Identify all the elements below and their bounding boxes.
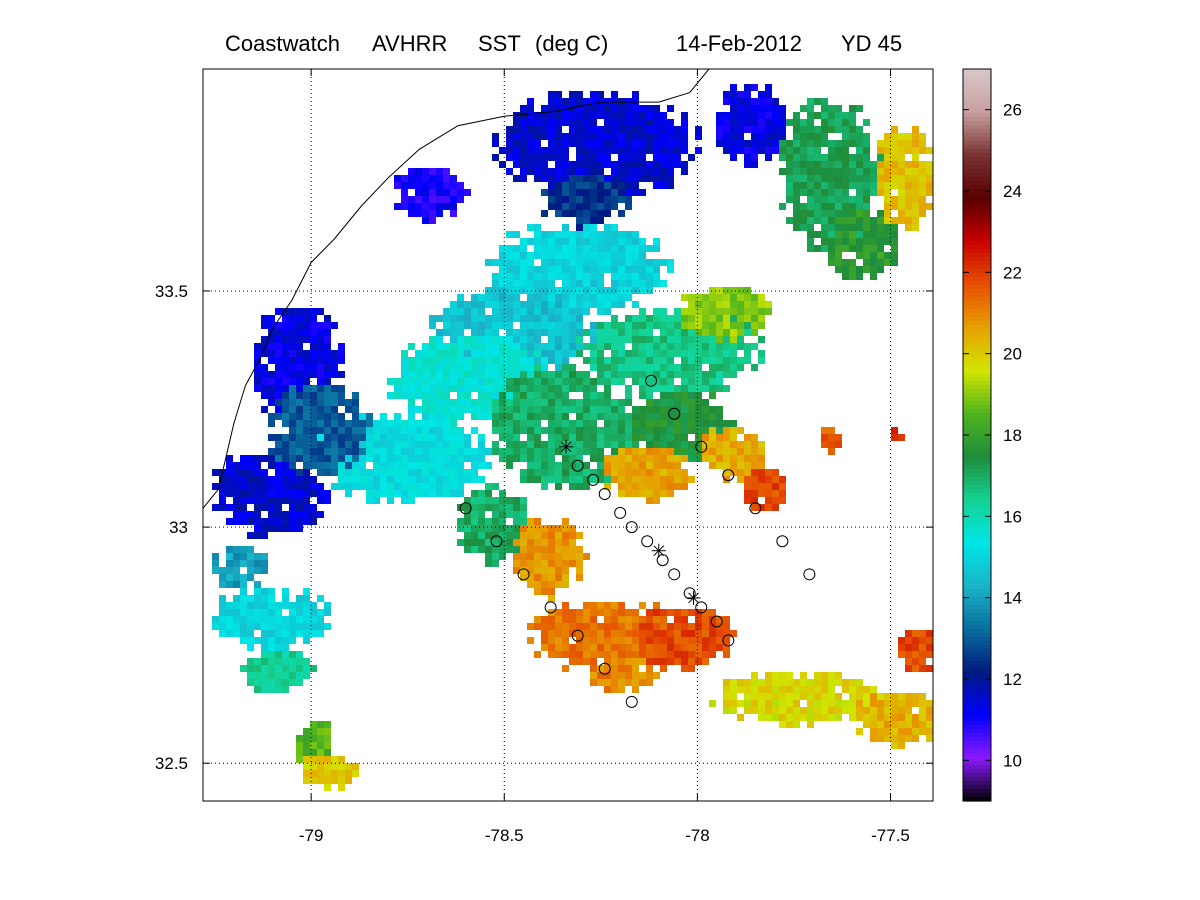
sst-patch [898,630,933,672]
sst-patch [394,168,471,224]
station-circle [683,587,696,600]
map-frame [202,68,934,802]
station-star [651,543,666,558]
station-circle [459,502,472,515]
colorbar-tick-labels: 10 12 14 16 18 20 22 24 26 [1003,101,1022,771]
sst-patch [492,91,702,203]
station-circle [776,535,789,548]
sst-patch [821,427,842,455]
sst-patch [303,756,359,791]
station-circle [710,615,723,628]
station-circle [571,459,584,472]
station-circle [625,521,638,534]
sst-patch [702,427,765,483]
lon-tick-label: -78 [685,826,710,845]
sst-patch [457,483,534,567]
colorbar-gradient [963,69,991,802]
station-circle [668,407,681,420]
station-circle [614,506,627,519]
latitude-tick-labels: 32.5 33 33.5 [155,282,188,773]
sst-map-area [203,69,933,801]
colorbar-tick-label: 14 [1003,589,1022,608]
title-date: 14-Feb-2012 [676,31,802,56]
sst-patch [212,546,268,588]
station-circle [668,568,681,581]
colorbar: 10 12 14 16 18 20 22 24 26 [962,68,1022,802]
sst-patch [828,210,898,280]
title-units: (deg C) [535,31,608,56]
longitude-tick-labels: -79 -78.5 -78 -77.5 [299,826,910,845]
sst-patch [590,658,660,693]
lat-tick-label: 32.5 [155,754,188,773]
colorbar-tick-label: 24 [1003,182,1022,201]
station-circle [587,473,600,486]
sst-patch [240,651,317,693]
coastline [203,69,710,509]
sst-patch [877,126,933,231]
station-circle [722,634,735,647]
station-star [686,590,701,605]
station-circle [722,469,735,482]
sst-patch [891,427,905,441]
station-circle [625,695,638,708]
station-circle [490,535,503,548]
lon-tick-label: -77.5 [871,826,910,845]
sst-patch [856,693,933,749]
colorbar-tick-label: 18 [1003,426,1022,445]
sst-patch [604,448,695,504]
station-circle [517,568,530,581]
colorbar-tick-label: 10 [1003,751,1022,770]
colorbar-ticks [963,109,991,761]
sst-field [212,84,933,791]
sst-patch [716,84,786,168]
title-yearday: YD 45 [841,31,902,56]
sst-patch [709,672,898,728]
sst-patch [492,364,646,490]
sst-patch [541,175,632,231]
station-circle [641,535,654,548]
colorbar-tick-label: 16 [1003,507,1022,526]
title-variable: SST [478,31,521,56]
colorbar-tick-label: 20 [1003,345,1022,364]
station-circle [571,629,584,642]
station-circle [803,568,816,581]
title-product: Coastwatch [225,31,340,56]
sst-patch [387,336,555,427]
grid-lines [203,69,933,801]
lon-tick-label: -78.5 [485,826,524,845]
colorbar-tick-label: 26 [1003,101,1022,120]
station-markers [459,374,816,708]
lat-tick-label: 33 [169,518,188,537]
station-circle [544,601,557,614]
sst-patch [513,518,590,602]
lon-tick-label: -79 [299,826,324,845]
station-circle [749,502,762,515]
station-circle [645,374,658,387]
map-tick-marks [203,69,933,801]
station-circle [695,601,708,614]
sst-patch [268,385,373,476]
station-circle [598,662,611,675]
station-star [559,439,574,454]
station-circle [695,440,708,453]
sst-patch [639,609,737,672]
sst-patch [744,469,786,511]
colorbar-tick-label: 22 [1003,263,1022,282]
sst-patch [212,588,331,651]
station-circle [598,488,611,501]
lat-tick-label: 33.5 [155,282,188,301]
colorbar-tick-label: 12 [1003,670,1022,689]
title-sensor: AVHRR [372,31,447,56]
sst-patch [632,392,737,462]
